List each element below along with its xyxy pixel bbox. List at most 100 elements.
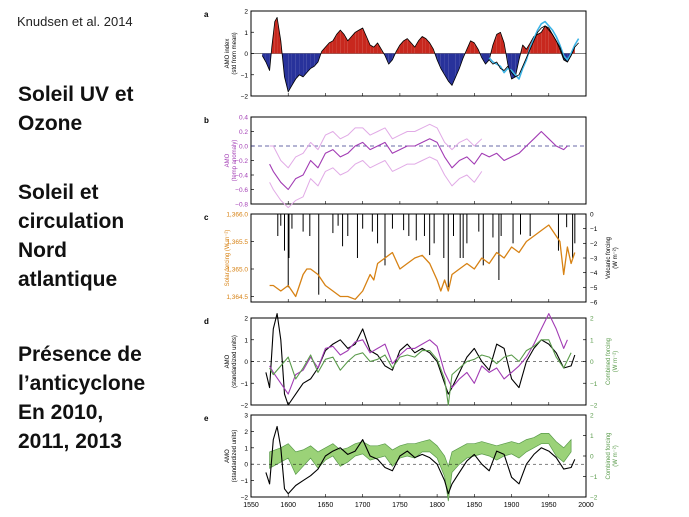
panel-d-right-ylabel-line: (W m⁻²) (613, 351, 619, 373)
panel-d-right-ylabel-line: Combined forcing (606, 338, 612, 385)
amo-positive-area (403, 38, 408, 54)
panel-e-right-ylabel-line: (W m⁻²) (613, 445, 619, 467)
panel-d-ylabel-line: (standardized units) (232, 335, 238, 388)
amo-negative-area (299, 53, 304, 77)
panel-e-ylabel-line: AMO (225, 449, 231, 463)
panel-a-ytick-label: 2 (244, 9, 248, 16)
panel-d-ytick-label: 2 (244, 316, 248, 323)
panel-e-ytick-label: 1 (244, 445, 248, 452)
panel-a-ylabel-line: (std from mean) (232, 32, 238, 74)
amo-positive-area (496, 32, 501, 54)
panel-c-right-ytick-label: −2 (590, 241, 598, 248)
panel-d-right-ytick-label: −1 (590, 381, 598, 388)
amo-positive-area (351, 32, 356, 54)
amo-positive-area (344, 34, 348, 54)
panel-c-right-ytick-label: −5 (590, 285, 598, 292)
amo-positive-area (362, 28, 367, 54)
amo-positive-area (411, 42, 415, 54)
amo-positive-area (332, 34, 337, 54)
xtick-label: 1850 (467, 502, 483, 509)
panel-e-right-ylabel-line: Combined forcing (606, 432, 612, 479)
amo-negative-area (288, 53, 292, 92)
amo-positive-area (545, 25, 549, 54)
panel-d-right-ytick-label: 1 (590, 337, 594, 344)
amo-negative-area (481, 53, 486, 65)
panel-c-right-ylabel-line: Volcanic forcing (606, 237, 612, 279)
panel-c-right-ytick-label: −1 (590, 226, 598, 233)
amo-positive-area (414, 40, 419, 54)
amo-positive-area (500, 32, 505, 54)
amo-positive-area (329, 40, 333, 54)
panel-c-frame (250, 213, 587, 303)
panel-b-ytick-label: 0.4 (239, 115, 248, 122)
panel-a-ytick-label: 1 (244, 30, 248, 37)
panel-d-ylabel: AMO (standardized units) (225, 335, 238, 388)
amo-positive-area (537, 32, 542, 54)
panel-b-letter: b (204, 116, 209, 125)
amo-positive-area (340, 30, 345, 54)
amo-positive-area (422, 36, 426, 54)
panel-a-letter: a (204, 10, 209, 19)
panel-a-ylabel-line: AMO index (225, 39, 231, 69)
panel-d-ylabel-line: AMO (225, 354, 231, 368)
panel-e-letter: e (204, 414, 209, 423)
amo-positive-area (552, 34, 557, 54)
amo-negative-area (303, 53, 307, 77)
amo-index-line (261, 16, 576, 93)
panel-b-ytick-label: −0.6 (235, 187, 248, 194)
amo-negative-area (284, 53, 289, 92)
panel-c-ytick-label: 1,365.0 (226, 267, 248, 274)
panel-a-ytick-label: 0 (244, 51, 248, 58)
xtick-label: 1800 (429, 502, 445, 509)
xtick-label: 1700 (355, 502, 371, 509)
panel-d-right-ylabel: Combined forcing (W m⁻²) (606, 338, 619, 385)
panel-d-right-ytick-label: 2 (590, 316, 594, 323)
amo-positive-area (366, 36, 371, 54)
solar-forcing-line (269, 224, 576, 300)
amo-temp-upper-bound (269, 123, 483, 169)
panel-d-black-line (265, 313, 576, 406)
amo-positive-area (474, 42, 479, 54)
amo-negative-area (448, 53, 452, 86)
amo-negative-area (437, 53, 441, 69)
panel-c-right-ytick-label: 0 (590, 212, 594, 219)
amo-positive-area (541, 25, 546, 54)
panel-b-ylabel-line: AMO (225, 153, 231, 167)
panel-b-ytick-label: −0.2 (235, 158, 248, 165)
panel-a-ytick-label: −2 (241, 94, 249, 101)
amo-positive-area (548, 28, 553, 54)
amo-negative-area (388, 53, 393, 65)
amo-positive-area (373, 42, 378, 54)
xtick-label: 1900 (504, 502, 520, 509)
panel-c-ytick-label: 1,365.5 (226, 239, 248, 246)
amo-positive-area (277, 17, 281, 54)
amo-negative-area (444, 53, 449, 82)
amo-temp-anomaly-line (269, 130, 568, 191)
panel-e-right-ytick-label: 0 (590, 454, 594, 461)
panel-d-ytick-label: −1 (241, 381, 249, 388)
panel-e-ytick-label: −1 (241, 478, 249, 485)
amo-positive-area (418, 36, 423, 54)
panel-d-ytick-label: 1 (244, 337, 248, 344)
amo-negative-area (265, 53, 270, 71)
amo-positive-area (429, 42, 434, 54)
amo-negative-area (295, 53, 300, 79)
panel-d-right-ytick-label: 0 (590, 359, 594, 366)
panel-b-ytick-label: 0.2 (239, 129, 248, 136)
xtick-label: 1650 (318, 502, 334, 509)
panel-c-ylabel: Solar forcing (W m⁻²) (225, 230, 231, 287)
panel-e-ylabel: AMO (standardized units) (225, 430, 238, 483)
panel-c-ytick-label: 1,366.0 (226, 212, 248, 219)
xtick-label: 1600 (280, 502, 296, 509)
panel-e-ytick-label: 0 (244, 462, 248, 469)
amo-positive-area (336, 30, 341, 54)
amo-negative-area (314, 53, 318, 67)
panel-c-right-ytick-label: −3 (590, 256, 598, 263)
panel-d-purple-line (269, 313, 568, 395)
panel-b-ytick-label: −0.4 (235, 173, 248, 180)
amo-positive-area (355, 30, 359, 54)
amo-negative-area (507, 53, 512, 79)
panel-e-ytick-label: 3 (244, 413, 248, 420)
panel-e-right-ytick-label: −2 (590, 495, 598, 502)
amo-negative-area (291, 53, 296, 86)
